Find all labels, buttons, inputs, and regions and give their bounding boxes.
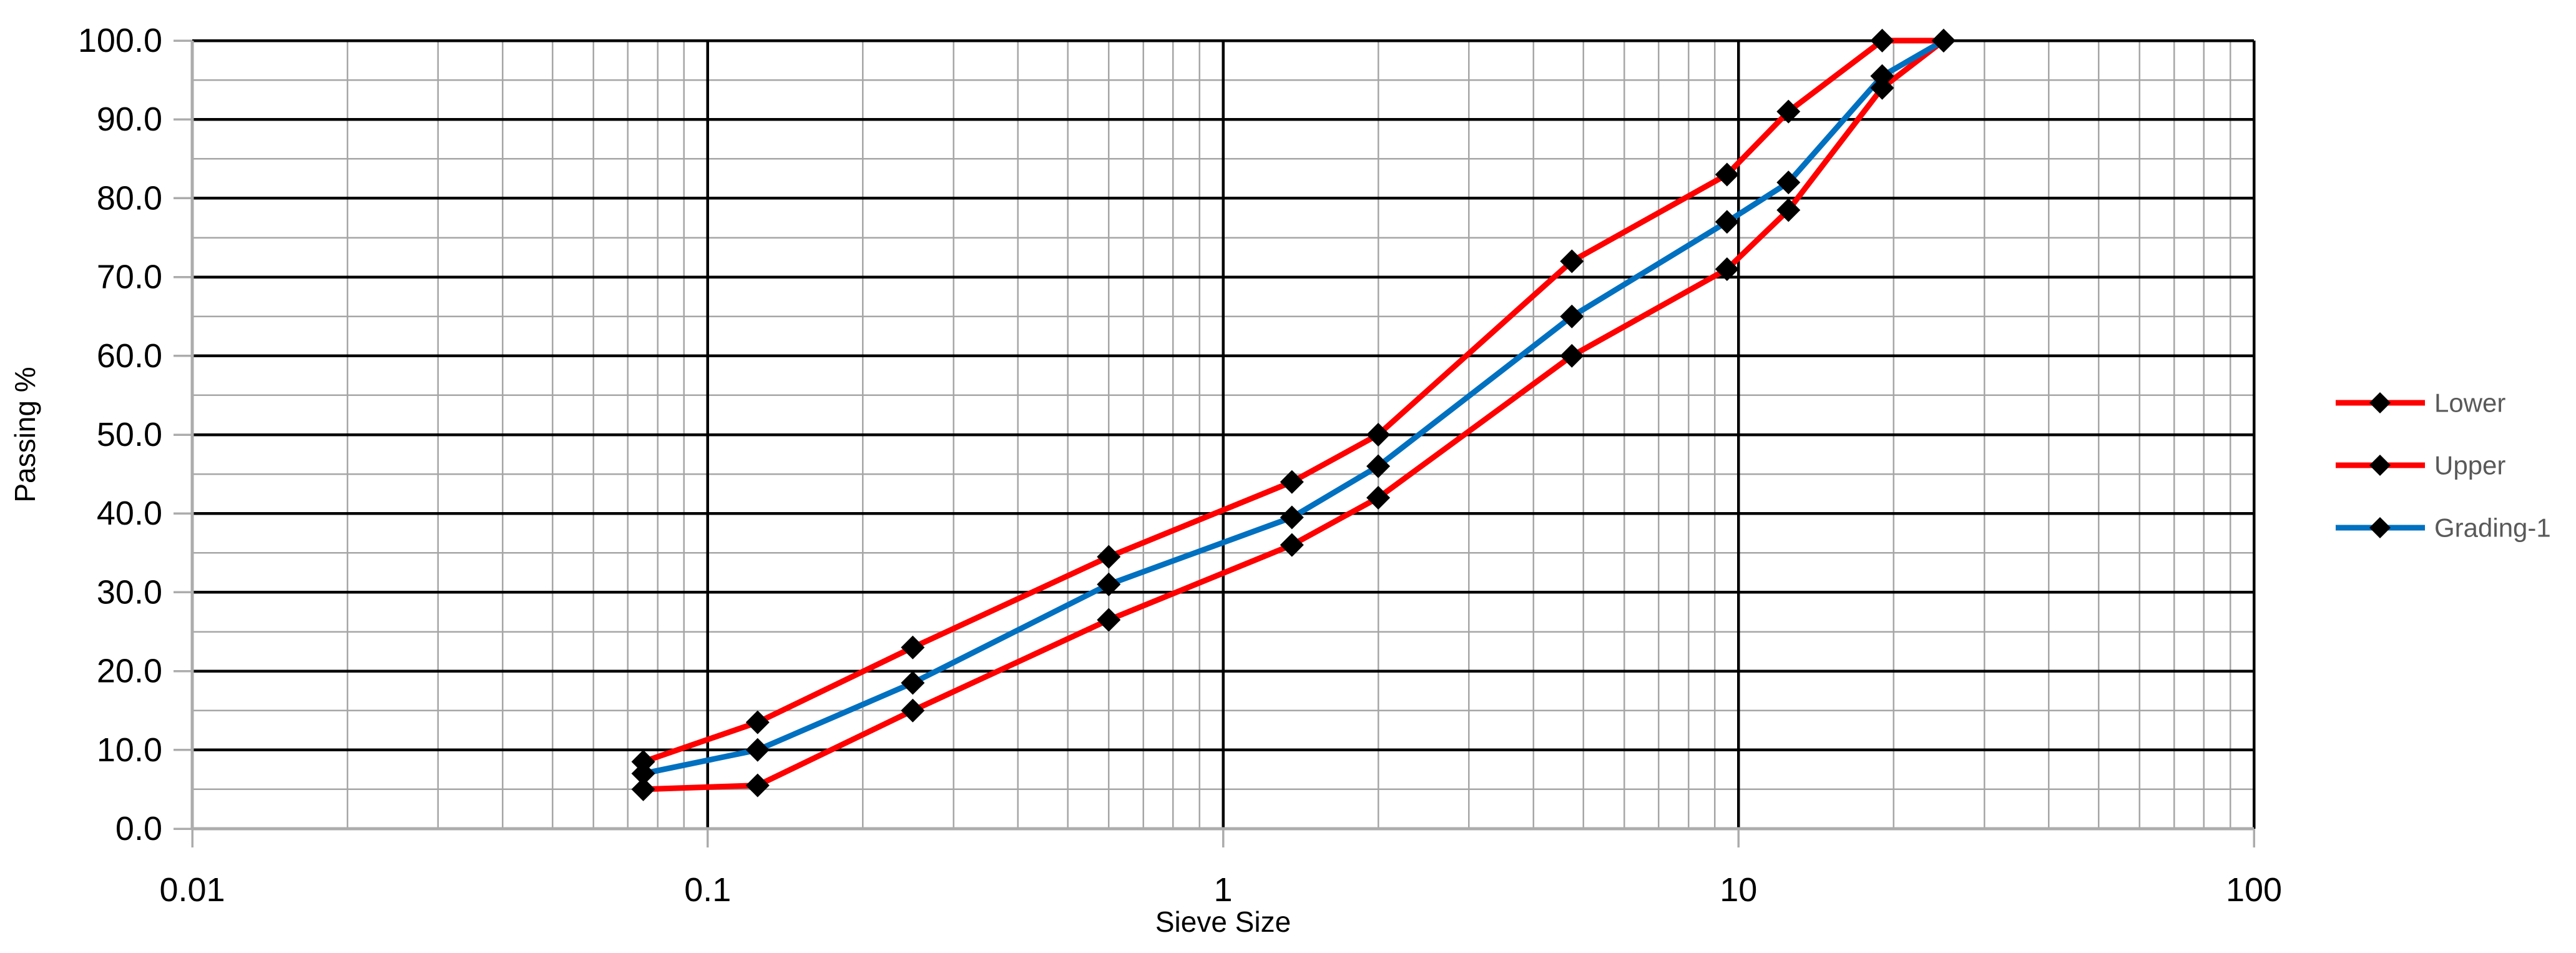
marker-lower-point xyxy=(1366,485,1391,510)
legend-item-upper[interactable]: Upper xyxy=(2336,451,2505,480)
marker-upper-point xyxy=(1870,29,1894,52)
legend-label: Lower xyxy=(2434,388,2505,418)
legend: Lower Upper Grading-1 xyxy=(2336,388,2551,543)
marker-grading-1-point xyxy=(1560,304,1584,328)
marker-grading-1-point xyxy=(1097,572,1121,596)
marker-lower-point xyxy=(745,773,770,797)
legend-label: Upper xyxy=(2434,451,2505,480)
y-tick-label: 80.0 xyxy=(97,179,162,217)
marker-grading-1-point xyxy=(631,761,655,786)
x-tick-label: 10 xyxy=(1720,871,1757,909)
series-markers xyxy=(631,29,1956,801)
y-tick-label: 30.0 xyxy=(97,573,162,611)
y-tick-label: 20.0 xyxy=(97,653,162,690)
y-tick-label: 60.0 xyxy=(97,337,162,375)
marker-lower-point xyxy=(631,777,655,801)
marker-grading-1-point xyxy=(1715,210,1739,234)
legend-item-lower[interactable]: Lower xyxy=(2336,388,2505,418)
legend-marker-diamond xyxy=(2369,455,2391,476)
x-tick-label: 0.01 xyxy=(159,871,225,909)
marker-grading-1-point xyxy=(745,738,770,762)
marker-grading-1-point xyxy=(1931,29,1956,52)
marker-grading-1-point xyxy=(1870,64,1894,88)
x-tick-label: 100 xyxy=(2226,871,2282,909)
marker-lower-point xyxy=(1776,198,1801,222)
x-tick-label: 1 xyxy=(1213,871,1232,909)
marker-grading-1-point xyxy=(1776,170,1801,195)
marker-lower-point xyxy=(1097,608,1121,632)
marker-lower-point xyxy=(901,698,925,723)
major-gridlines xyxy=(192,39,2256,829)
marker-lower-point xyxy=(1280,533,1304,557)
marker-upper-point xyxy=(901,635,925,659)
y-tick-label: 10.0 xyxy=(97,731,162,769)
marker-grading-1-point xyxy=(1280,505,1304,530)
marker-upper-point xyxy=(1715,162,1739,187)
y-tick-label: 50.0 xyxy=(97,416,162,453)
marker-upper-point xyxy=(1280,470,1304,494)
marker-upper-point xyxy=(1097,545,1121,569)
marker-upper-point xyxy=(1366,423,1391,447)
marker-upper-point xyxy=(745,710,770,734)
x-tick-label: 0.1 xyxy=(684,871,731,909)
y-tick-label: 40.0 xyxy=(97,495,162,532)
legend-item-grading-1[interactable]: Grading-1 xyxy=(2336,513,2551,543)
legend-label: Grading-1 xyxy=(2434,513,2551,543)
marker-lower-point xyxy=(1560,343,1584,368)
axes xyxy=(174,39,2255,847)
marker-upper-point xyxy=(1560,249,1584,274)
marker-grading-1-point xyxy=(1366,454,1391,478)
tick-labels: 100.090.080.070.060.050.040.030.020.010.… xyxy=(78,22,2282,909)
x-axis-title: Sieve Size xyxy=(1155,906,1291,938)
y-tick-label: 90.0 xyxy=(97,101,162,138)
legend-marker-diamond xyxy=(2369,517,2391,538)
marker-upper-point xyxy=(1776,99,1801,124)
marker-grading-1-point xyxy=(901,671,925,695)
marker-lower-point xyxy=(1715,257,1739,281)
y-axis-title: Passing % xyxy=(9,367,41,502)
legend-marker-diamond xyxy=(2369,392,2391,413)
y-tick-label: 0.0 xyxy=(115,810,162,847)
y-tick-label: 70.0 xyxy=(97,259,162,296)
y-tick-label: 100.0 xyxy=(78,22,162,59)
